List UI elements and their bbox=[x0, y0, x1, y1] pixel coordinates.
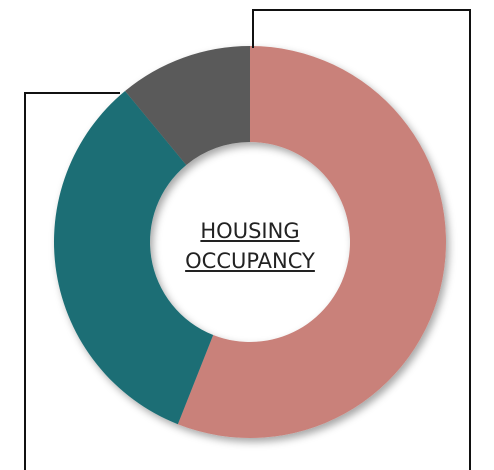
donut-segment bbox=[53, 90, 214, 425]
connector-line bbox=[24, 92, 120, 470]
chart-title: HOUSING OCCUPANCY bbox=[185, 219, 315, 273]
donut-segment bbox=[125, 46, 250, 165]
connector-line bbox=[252, 9, 471, 470]
donut bbox=[53, 46, 446, 438]
donut-segment bbox=[177, 46, 446, 438]
